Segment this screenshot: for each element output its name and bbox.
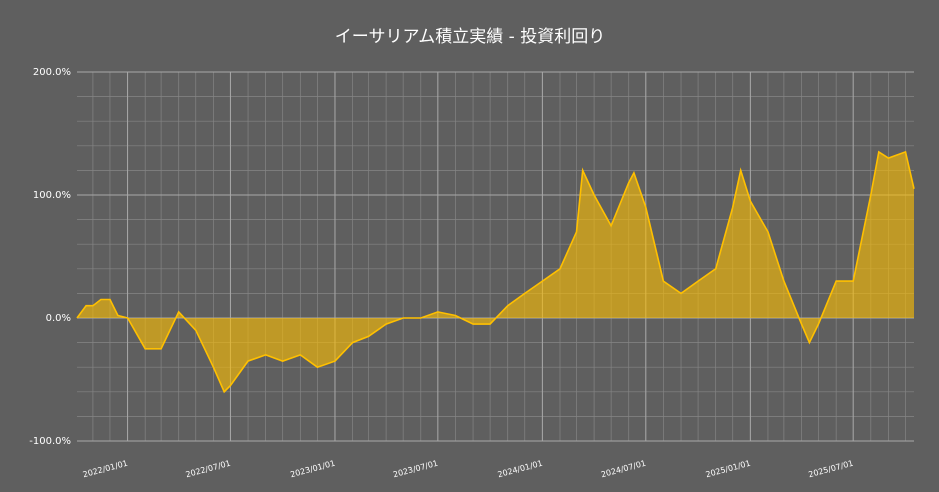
y-tick-label: 100.0% (33, 190, 71, 201)
line (76, 150, 915, 394)
chart-title: イーサリアム積立実績 - 投資利回り (335, 27, 605, 47)
y-tick-label: 200.0% (33, 67, 71, 78)
y-tick-label: -100.0% (29, 436, 71, 447)
y-tick-label: 0.0% (46, 313, 71, 324)
area (77, 151, 914, 392)
